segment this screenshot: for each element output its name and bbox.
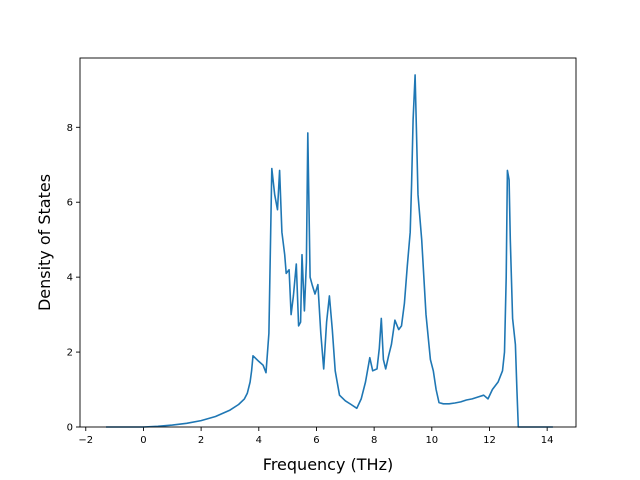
x-tick-label-6: 10: [425, 435, 438, 446]
y-tick-label-0: 0: [67, 423, 73, 434]
plot-area: [80, 58, 576, 427]
y-axis-label: Density of States: [35, 174, 54, 311]
y-tick-label-3: 6: [67, 198, 73, 209]
x-tick-label-1: 0: [140, 435, 146, 446]
ticks-layer: −2 0 2 4 6 8 10 12 14 0 2 4 6 8: [67, 123, 554, 446]
y-tick-label-2: 4: [67, 273, 73, 284]
x-tick-label-5: 8: [371, 435, 377, 446]
x-tick-label-4: 6: [313, 435, 319, 446]
x-tick-label-7: 12: [483, 435, 496, 446]
x-axis-label: Frequency (THz): [263, 455, 393, 474]
x-tick-label-3: 4: [256, 435, 262, 446]
axes-frame: [79, 57, 577, 428]
y-tick-label-4: 8: [67, 123, 73, 134]
x-tick-label-8: 14: [541, 435, 554, 446]
series-line: [106, 74, 553, 428]
x-tick-label-0: −2: [78, 435, 93, 446]
y-tick-label-1: 2: [67, 348, 73, 359]
x-tick-label-2: 2: [198, 435, 204, 446]
